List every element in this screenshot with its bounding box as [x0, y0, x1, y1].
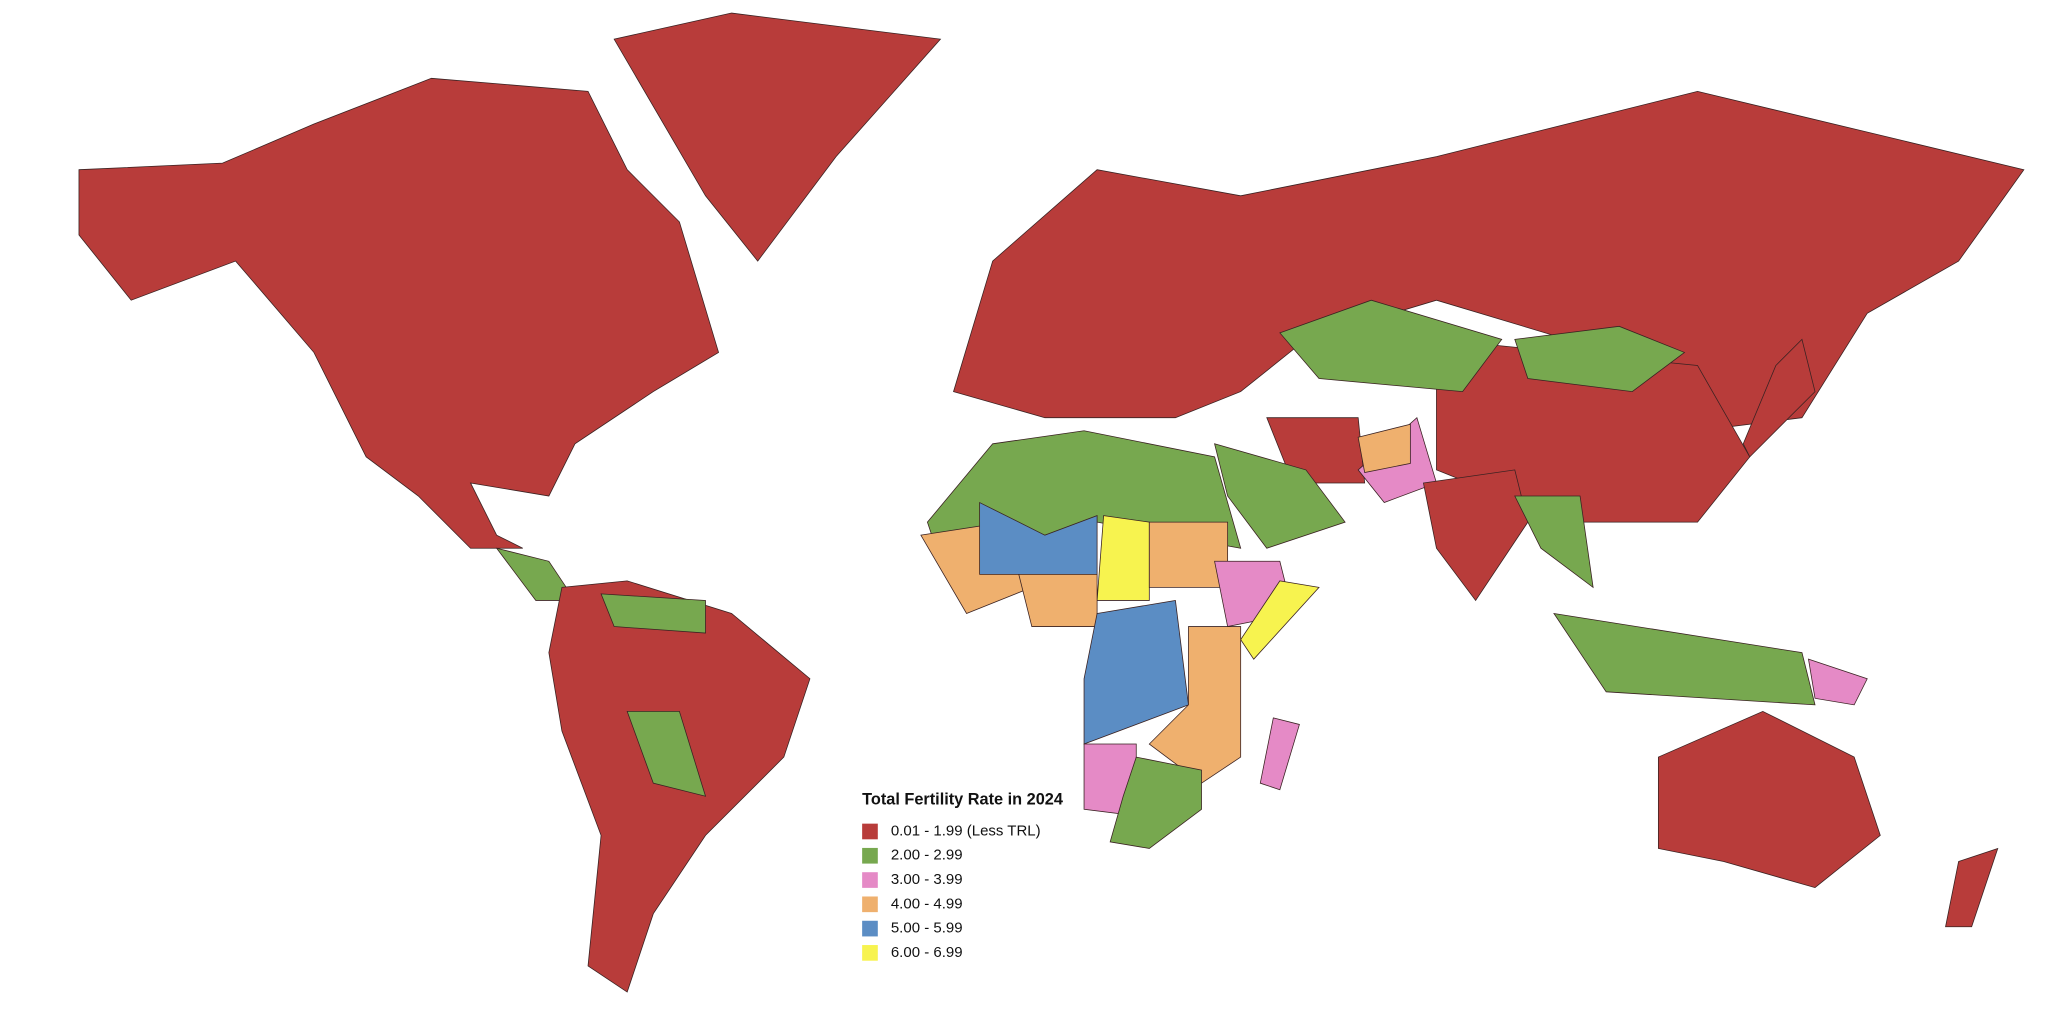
legend-title: Total Fertility Rate in 2024 [862, 790, 1063, 808]
northern-south-america [600, 593, 706, 634]
legend-label: 6.00 - 6.99 [891, 944, 963, 961]
afghanistan [1357, 423, 1411, 473]
legend: Total Fertility Rate in 2024 0.01 - 1.99… [862, 790, 1063, 961]
legend-swatch [862, 920, 878, 937]
legend-swatch [862, 847, 878, 864]
sudan [1148, 521, 1229, 588]
legend-label: 2.00 - 2.99 [891, 847, 963, 864]
japan [1742, 338, 1816, 458]
madagascar [1259, 717, 1300, 791]
legend-label: 0.01 - 1.99 (Less TRL) [891, 822, 1041, 839]
indonesia [1553, 612, 1816, 706]
legend-label: 4.00 - 4.99 [891, 895, 963, 912]
somalia [1240, 580, 1320, 660]
legend-label: 3.00 - 3.99 [891, 871, 963, 888]
greenland [613, 12, 942, 262]
southern-africa [1109, 756, 1202, 849]
india [1422, 469, 1529, 602]
legend-label: 5.00 - 5.99 [891, 920, 963, 937]
papua [1807, 658, 1868, 706]
north-america [78, 77, 720, 549]
nigeria [1018, 573, 1098, 627]
chad [1096, 515, 1150, 601]
legend-swatch [862, 872, 878, 888]
legend-swatch [862, 945, 878, 961]
legend-swatch [862, 896, 878, 913]
congo [1083, 599, 1189, 745]
australia [1657, 710, 1881, 889]
regions [78, 12, 2025, 993]
new-zealand [1945, 847, 1999, 928]
legend-swatch [862, 823, 878, 840]
bolivia [626, 710, 707, 797]
eurasia [953, 90, 2025, 432]
mongolia [1514, 325, 1686, 392]
arabia [1214, 443, 1346, 549]
southeast-asia [1514, 495, 1594, 589]
kazakhstan [1279, 299, 1503, 393]
